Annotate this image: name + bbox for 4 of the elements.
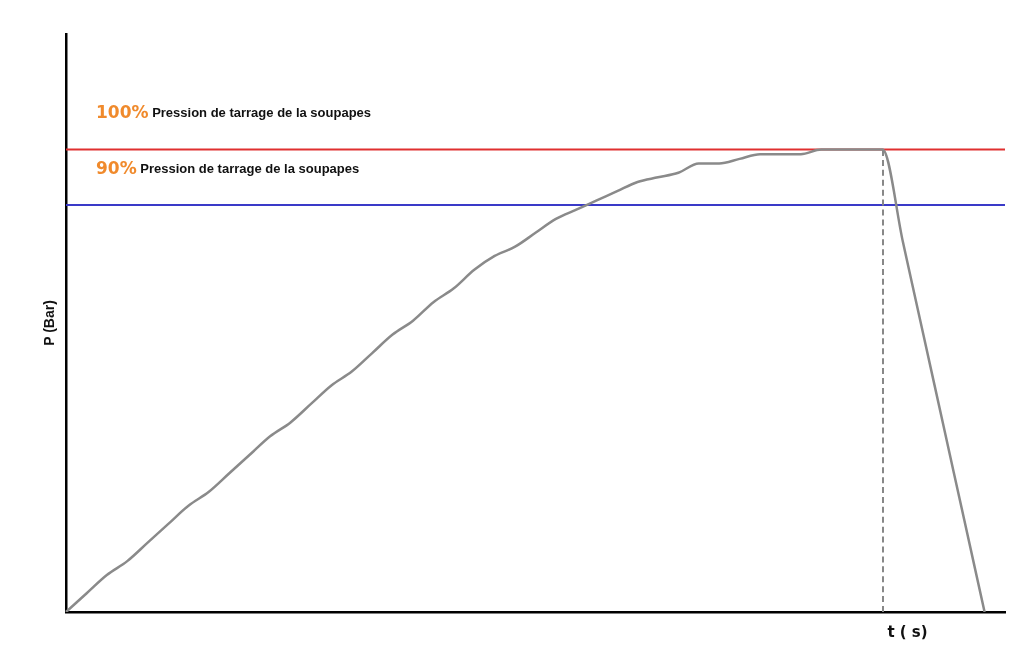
ref-line-label: 90% Pression de tarrage de la soupapes (96, 157, 360, 178)
x-axis-title: t ( s) (887, 623, 928, 642)
y-axis-title: P (Bar) (40, 300, 57, 346)
ref-line-label: 100% Pression de tarrage de la soupapes (96, 102, 372, 123)
